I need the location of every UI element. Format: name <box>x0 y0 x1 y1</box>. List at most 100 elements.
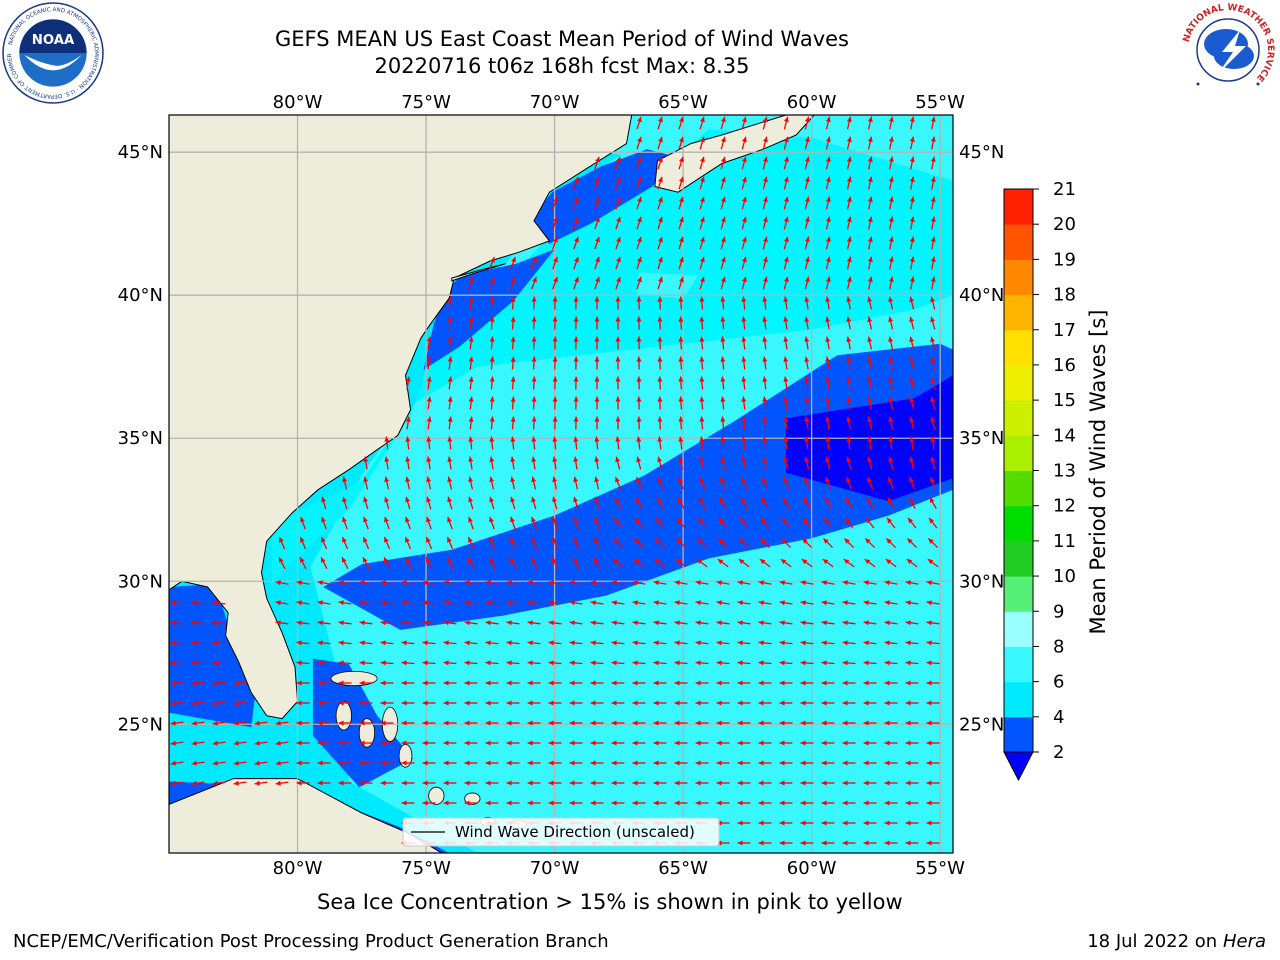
wind-wave-arrow <box>636 356 642 370</box>
wind-wave-arrow <box>380 660 394 666</box>
wind-wave-arrow <box>594 316 600 330</box>
wind-wave-arrow <box>552 336 558 350</box>
wind-wave-arrow <box>908 476 916 490</box>
wind-wave-arrow <box>636 176 642 190</box>
wind-wave-arrow <box>489 376 495 390</box>
wind-wave-arrow <box>527 800 541 806</box>
colorbar-swatch <box>1004 364 1033 401</box>
sea-ice-caption: Sea Ice Concentration > 15% is shown in … <box>317 890 903 914</box>
wind-wave-arrow <box>678 176 684 190</box>
noaa-logo: NATIONAL OCEANIC AND ATMOSPHERIC ADMINIS… <box>2 2 104 104</box>
wind-wave-arrow <box>212 700 226 706</box>
wind-wave-arrow <box>783 276 789 290</box>
wind-wave-arrow <box>677 476 685 490</box>
wind-wave-arrow <box>926 580 940 586</box>
wind-wave-arrow <box>695 740 709 746</box>
wind-wave-arrow <box>884 840 898 846</box>
wind-wave-arrow <box>531 356 537 370</box>
wind-wave-arrow <box>405 496 411 510</box>
wind-wave-arrow <box>716 740 730 746</box>
wind-wave-arrow <box>278 556 286 570</box>
lat-label-left: 30°N <box>118 571 163 592</box>
wind-wave-arrow <box>823 517 833 529</box>
wind-wave-arrow <box>422 720 436 726</box>
wind-wave-arrow <box>865 517 875 529</box>
wind-wave-arrow <box>699 216 705 230</box>
wind-wave-arrow <box>676 517 686 529</box>
wind-wave-arrow <box>779 580 793 586</box>
wind-wave-arrow <box>572 556 580 570</box>
wind-wave-arrow <box>888 216 894 230</box>
lat-label-right: 30°N <box>959 571 1004 592</box>
wind-wave-arrow <box>930 336 936 350</box>
wind-wave-arrow <box>468 336 474 350</box>
wind-wave-arrow <box>464 640 478 646</box>
wind-wave-arrow <box>779 620 793 626</box>
wind-wave-arrow <box>422 600 436 606</box>
wind-wave-arrow <box>569 800 583 806</box>
wind-wave-arrow <box>422 760 436 766</box>
wind-wave-arrow <box>720 236 726 250</box>
wind-wave-arrow <box>657 256 663 270</box>
wind-wave-arrow <box>615 256 621 270</box>
wind-wave-arrow <box>590 580 604 586</box>
wind-wave-arrow <box>884 660 898 666</box>
wind-wave-arrow <box>674 600 688 606</box>
wind-wave-arrow <box>657 296 663 310</box>
wind-wave-arrow <box>699 416 705 430</box>
wind-wave-arrow <box>636 236 642 250</box>
wind-wave-arrow <box>380 600 394 606</box>
wind-wave-arrow <box>552 296 558 310</box>
wind-wave-arrow <box>296 780 310 786</box>
north-america-land <box>169 115 633 720</box>
wind-wave-arrow <box>716 760 730 766</box>
wind-wave-arrow <box>170 760 184 766</box>
wind-wave-arrow <box>464 780 478 786</box>
wind-wave-arrow <box>884 760 898 766</box>
wind-wave-arrow <box>510 296 516 310</box>
wind-wave-arrow <box>590 780 604 786</box>
wind-wave-arrow <box>275 780 289 786</box>
wind-wave-arrow <box>426 396 432 410</box>
wind-wave-arrow <box>401 800 415 806</box>
wind-wave-arrow <box>888 416 894 430</box>
wind-wave-arrow <box>359 660 373 666</box>
wind-wave-arrow <box>783 376 789 390</box>
wind-wave-arrow <box>657 416 663 430</box>
wind-wave-arrow <box>615 176 621 190</box>
wind-wave-arrow <box>405 416 411 430</box>
wind-wave-arrow <box>930 116 936 130</box>
wind-wave-arrow <box>299 556 307 570</box>
wind-wave-arrow <box>426 496 432 510</box>
wind-wave-arrow <box>674 680 688 686</box>
wind-wave-arrow <box>359 580 373 586</box>
wind-wave-arrow <box>552 356 558 370</box>
wind-wave-arrow <box>719 476 727 490</box>
wind-wave-arrow <box>930 376 936 390</box>
wind-wave-arrow <box>762 176 768 190</box>
wind-wave-arrow <box>800 660 814 666</box>
wind-wave-arrow <box>653 720 667 726</box>
wind-wave-arrow <box>317 720 331 726</box>
wind-wave-arrow <box>741 256 747 270</box>
wind-wave-arrow <box>783 136 789 150</box>
wind-wave-arrow <box>338 760 352 766</box>
wind-wave-arrow <box>384 496 390 510</box>
colorbar-swatch <box>1004 611 1033 647</box>
wind-wave-arrow <box>636 316 642 330</box>
wind-wave-arrow <box>905 820 919 826</box>
wind-wave-arrow <box>737 660 751 666</box>
wind-wave-arrow <box>212 740 226 746</box>
colorbar-tick-label: 21 <box>1053 179 1076 200</box>
wind-wave-arrow <box>928 517 938 529</box>
wind-wave-arrow <box>905 580 919 586</box>
wind-wave-arrow <box>594 276 600 290</box>
wind-wave-arrow <box>611 800 625 806</box>
wind-wave-arrow <box>821 760 835 766</box>
wind-wave-arrow <box>594 516 600 530</box>
wind-wave-arrow <box>846 396 852 410</box>
wind-wave-arrow <box>275 740 289 746</box>
colorbar-swatch <box>1004 681 1033 718</box>
wind-wave-arrow <box>468 476 474 490</box>
